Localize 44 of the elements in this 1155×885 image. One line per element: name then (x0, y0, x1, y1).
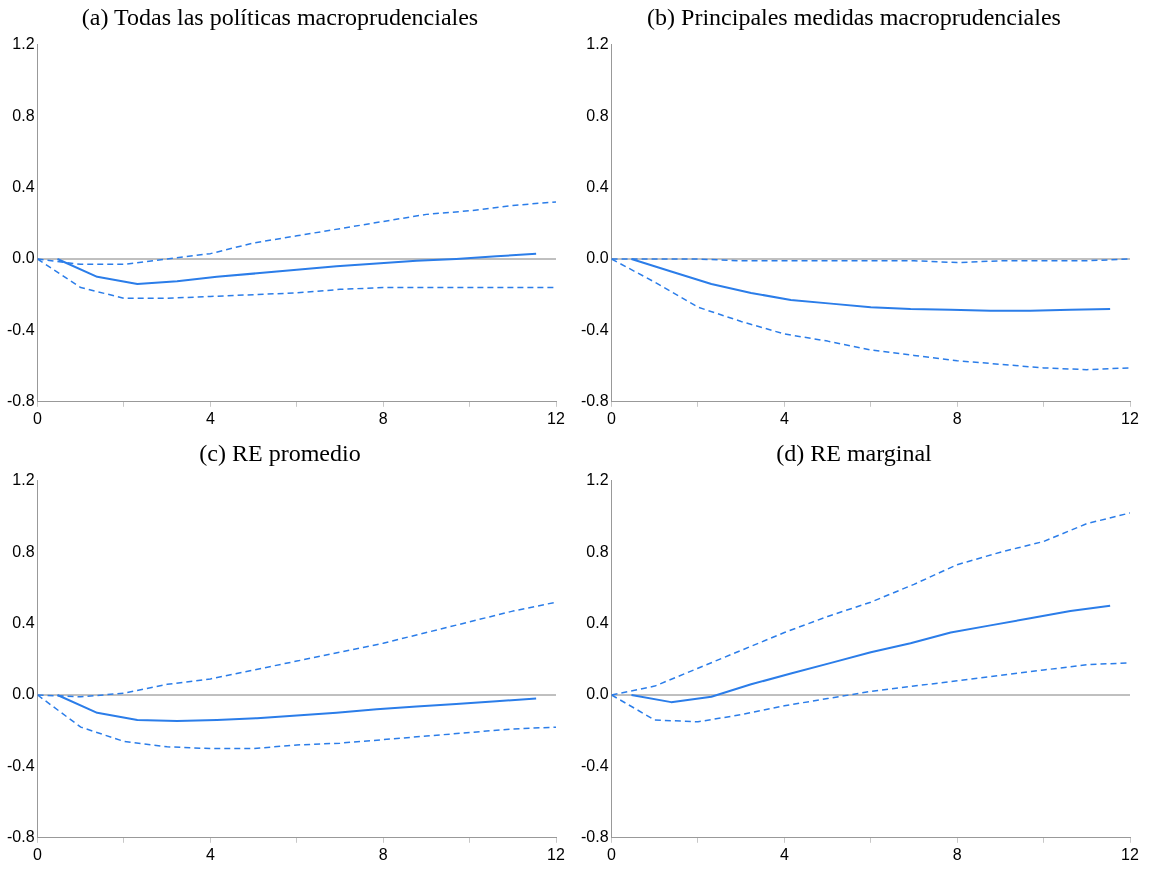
x-tick-label: 12 (1121, 409, 1139, 427)
x-tick-label: 4 (205, 845, 215, 863)
chart-title: (d) RE marginal (776, 439, 933, 466)
x-tick-label: 0 (607, 845, 617, 863)
y-tick-label: -0.8 (6, 392, 35, 410)
chart-title: (a) Todas las políticas macroprudenciales (81, 3, 479, 30)
x-tick-label: 4 (779, 845, 789, 863)
y-tick-label: -0.8 (580, 828, 609, 846)
y-tick-label: 1.2 (586, 471, 609, 489)
y-tick-label: 0.8 (586, 542, 609, 560)
x-tick-label: 12 (1121, 845, 1139, 863)
x-tick-label: 8 (378, 409, 388, 427)
x-tick-label: 0 (33, 845, 43, 863)
y-tick-label: -0.8 (580, 392, 609, 410)
y-tick-label: 0.0 (12, 685, 35, 703)
y-tick-label: -0.4 (580, 320, 609, 338)
x-tick-label: 0 (33, 409, 43, 427)
y-tick-label: 0.4 (12, 178, 35, 196)
x-tick-label: 4 (205, 409, 215, 427)
y-tick-label: 0.8 (586, 106, 609, 124)
x-tick-label: 8 (378, 845, 388, 863)
y-tick-label: 0.4 (586, 614, 609, 632)
x-tick-label: 4 (779, 409, 789, 427)
y-tick-label: 0.4 (586, 178, 609, 196)
y-tick-label: -0.4 (6, 756, 35, 774)
y-tick-label: 0.0 (586, 685, 609, 703)
y-tick-label: 0.4 (12, 614, 35, 632)
y-tick-label: 0.8 (12, 106, 35, 124)
x-tick-label: 0 (607, 409, 617, 427)
y-tick-label: 1.2 (12, 471, 35, 489)
chart-title: (b) Principales medidas macroprudenciales (647, 3, 1061, 30)
y-tick-label: 0.0 (12, 249, 35, 267)
chart-title: (c) RE promedio (199, 439, 361, 466)
y-tick-label: 1.2 (586, 35, 609, 53)
y-tick-label: -0.4 (580, 756, 609, 774)
x-tick-label: 8 (952, 845, 962, 863)
y-tick-label: 1.2 (12, 35, 35, 53)
x-tick-label: 12 (547, 409, 565, 427)
y-tick-label: -0.8 (6, 828, 35, 846)
y-tick-label: 0.0 (586, 249, 609, 267)
y-tick-label: -0.4 (6, 320, 35, 338)
x-tick-label: 8 (952, 409, 962, 427)
x-tick-label: 12 (547, 845, 565, 863)
y-tick-label: 0.8 (12, 542, 35, 560)
